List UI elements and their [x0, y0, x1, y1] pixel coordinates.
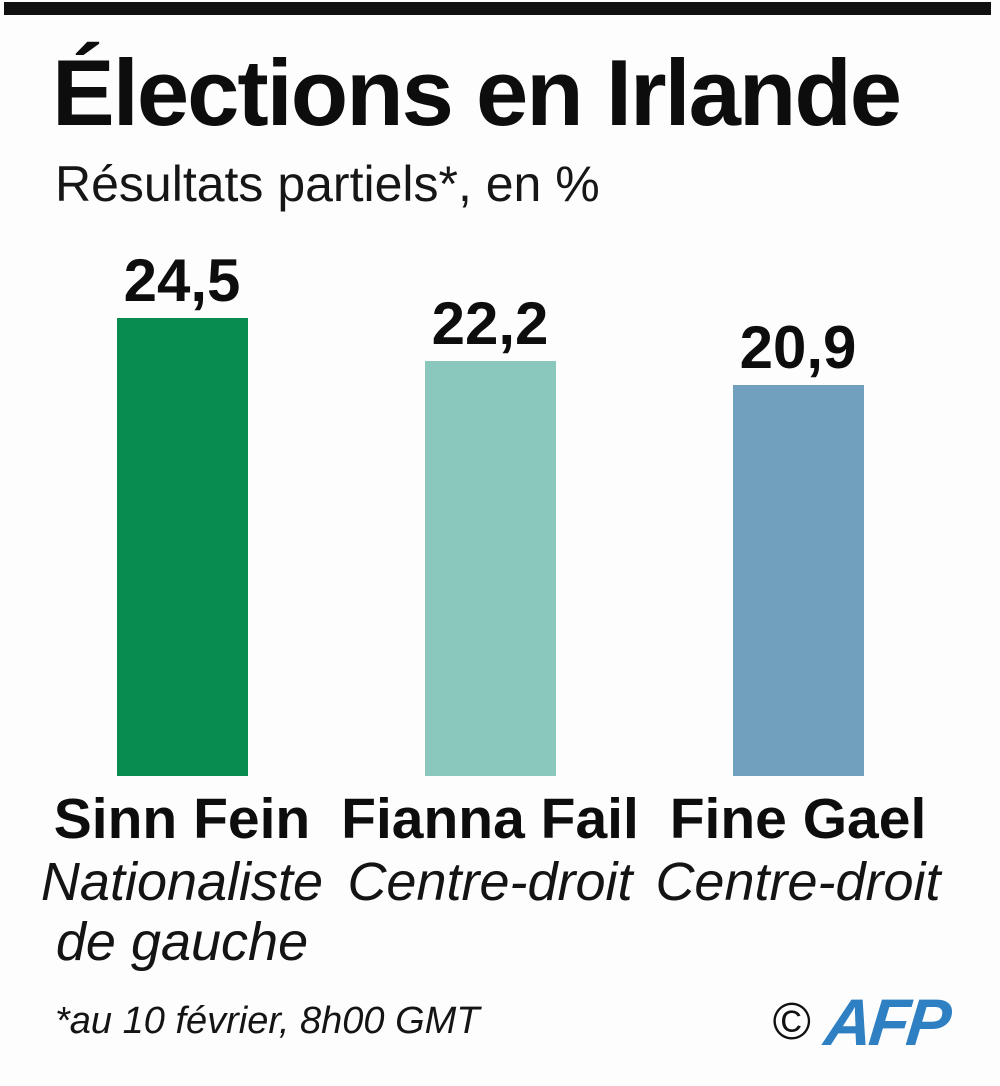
bar-stack: 24,5: [116, 246, 248, 776]
party-description: Centre-droit: [655, 851, 941, 912]
party-description: Nationaliste de gauche: [40, 851, 324, 972]
bar-fine-gael: [732, 384, 864, 776]
afp-logo: AFP: [821, 984, 952, 1059]
bar-value-label: 20,9: [739, 313, 857, 381]
bar-value-label: 22,2: [431, 289, 549, 357]
top-rule: [4, 2, 991, 15]
bar-chart: 24,5 Sinn Fein Nationaliste de gauche 22…: [0, 246, 1000, 972]
bar-stack: 22,2: [424, 252, 556, 776]
bar-column-fine-gael: 20,9 Fine Gael Centre-droit: [644, 252, 952, 972]
footer: *au 10 février, 8h00 GMT © AFP: [0, 984, 1000, 1059]
party-name: Fine Gael: [669, 786, 927, 851]
footnote: *au 10 février, 8h00 GMT: [55, 1000, 480, 1043]
bar-value-label: 24,5: [123, 246, 241, 314]
party-name: Sinn Fein: [53, 786, 311, 851]
bar-fianna-fail: [424, 360, 556, 776]
party-description: Centre-droit: [347, 851, 633, 912]
bar-stack: 20,9: [732, 252, 864, 776]
party-name: Fianna Fail: [341, 786, 639, 851]
page-title: Élections en Irlande: [52, 40, 902, 145]
copyright-icon: ©: [772, 992, 811, 1051]
chart-subtitle: Résultats partiels*, en %: [55, 155, 600, 212]
afp-credit: © AFP: [772, 984, 952, 1059]
bar-column-sinn-fein: 24,5 Sinn Fein Nationaliste de gauche: [28, 246, 336, 972]
bar-sinn-fein: [116, 317, 248, 776]
bar-column-fianna-fail: 22,2 Fianna Fail Centre-droit: [336, 252, 644, 972]
